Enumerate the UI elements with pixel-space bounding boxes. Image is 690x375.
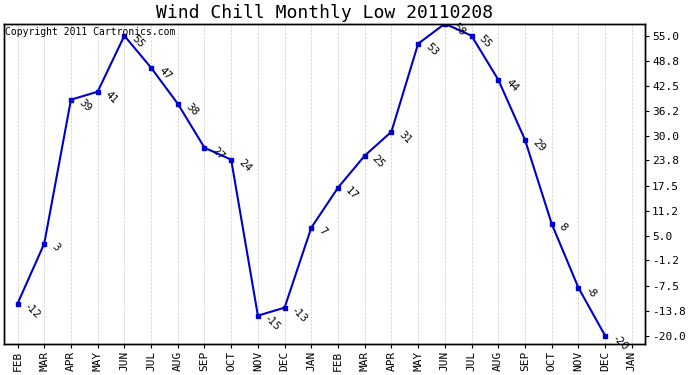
Text: -12: -12 [23,301,42,320]
Title: Wind Chill Monthly Low 20110208: Wind Chill Monthly Low 20110208 [156,4,493,22]
Text: 47: 47 [157,65,173,81]
Text: 44: 44 [504,77,520,93]
Text: 27: 27 [210,145,226,161]
Text: 29: 29 [531,137,547,153]
Text: 17: 17 [344,185,360,201]
Text: -8: -8 [584,285,598,299]
Text: Copyright 2011 Cartronics.com: Copyright 2011 Cartronics.com [5,27,175,37]
Text: 3: 3 [50,241,61,253]
Text: 55: 55 [477,33,493,50]
Text: 58: 58 [451,21,467,38]
Text: 31: 31 [397,129,413,146]
Text: 55: 55 [130,33,146,50]
Text: -20: -20 [611,333,630,352]
Text: -13: -13 [290,305,309,324]
Text: 41: 41 [104,89,119,105]
Text: 7: 7 [317,225,328,237]
Text: 8: 8 [558,221,569,232]
Text: 39: 39 [77,97,93,113]
Text: 38: 38 [184,101,200,117]
Text: -15: -15 [264,313,282,332]
Text: 24: 24 [237,157,253,173]
Text: 25: 25 [371,153,386,170]
Text: 53: 53 [424,41,440,57]
